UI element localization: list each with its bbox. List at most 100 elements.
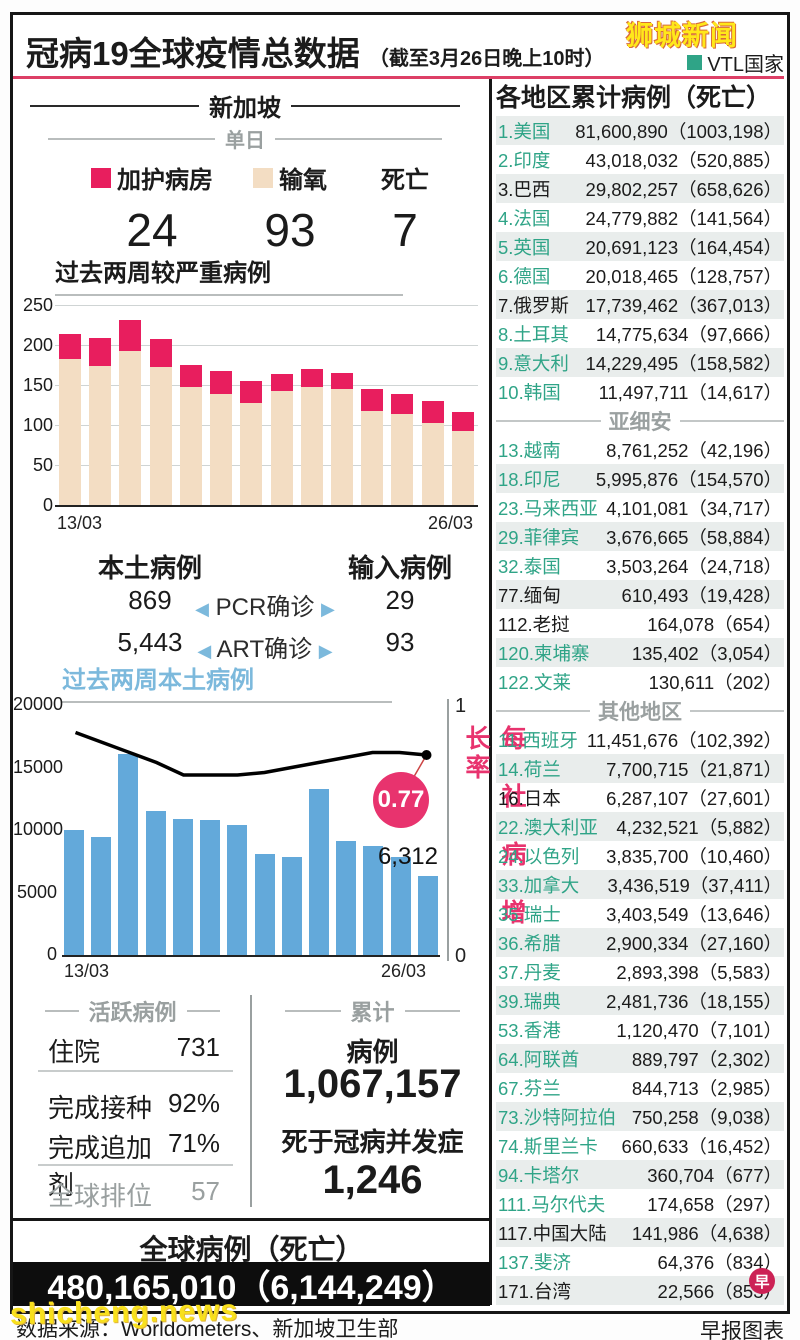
oxygen-segment [179, 387, 202, 505]
icu-segment [270, 374, 293, 391]
country-value: 164,078（654） [647, 613, 782, 635]
country-name: 23.马来西亚 [498, 497, 598, 519]
cumulative-deaths-label: 死于冠病并发症 [281, 1127, 464, 1157]
oxygen-segment [59, 359, 81, 505]
active-stat-value: 92% [167, 1088, 220, 1118]
country-name: 53.香港 [498, 1019, 561, 1041]
cumulative-header: 累计 [285, 995, 461, 1027]
country-value: 11,497,711（14,617） [598, 381, 782, 403]
oxygen-segment [89, 366, 112, 505]
icu-segment [89, 338, 112, 366]
x-axis [55, 505, 478, 507]
country-row: 1.美国 81,600,890（1003,198） [496, 116, 784, 145]
country-row: 7.俄罗斯 17,739,462（367,013） [496, 290, 784, 319]
country-name: 10.韩国 [498, 381, 561, 403]
stacked-bars [59, 305, 474, 505]
country-name: 35.瑞士 [498, 903, 561, 925]
country-row: 171.台湾 22,566（853） [496, 1276, 784, 1305]
death-label: 死亡 [381, 167, 429, 194]
severe-chart-x-first: 13/03 [57, 513, 103, 533]
active-stat-row: 全球排位 57 [48, 1176, 220, 1213]
country-row: 29.菲律宾 3,676,665（58,884） [496, 522, 784, 551]
icu-value: 24 [126, 204, 178, 256]
imported-cases-header: 输入病例 [347, 553, 452, 583]
country-name: 112.老挝 [498, 613, 570, 635]
singapore-section-title: 新加坡 [30, 88, 460, 123]
right-axis-tick-1: 1 [455, 695, 467, 717]
last-bar-label: 6,312 [377, 843, 438, 870]
country-name: 67.芬兰 [498, 1077, 561, 1099]
vtl-legend-label: VTL国家 [707, 54, 784, 76]
country-row: 137.斐济 64,376（834） [496, 1247, 784, 1276]
country-row: 3.巴西 29,802,257（658,626） [496, 174, 784, 203]
zaobao-logo-icon: 早 [749, 1268, 775, 1294]
icu-segment [330, 373, 353, 389]
country-row: 74.斯里兰卡 660,633（16,452） [496, 1131, 784, 1160]
active-stat-label: 全球排位 [48, 1181, 153, 1211]
country-value: 7,700,715（21,871） [606, 758, 782, 780]
country-value: 844,713（2,985） [631, 1077, 782, 1099]
right-arrow-icon: ▶ [321, 599, 335, 619]
stacked-bar [421, 305, 444, 505]
growth-rate-badge: 0.77 [373, 772, 429, 828]
country-name: 122.文莱 [498, 671, 572, 693]
stacked-bar [451, 305, 474, 505]
icu-segment [421, 401, 444, 423]
icu-segment [210, 371, 233, 394]
right-axis-tick-0: 0 [455, 945, 467, 967]
country-name: 5.英国 [498, 236, 551, 258]
oxygen-segment [300, 387, 323, 505]
stacked-bar [361, 305, 384, 505]
y-tick-label: 50 [32, 455, 53, 475]
global-total-title: 全球病例（死亡） [139, 1234, 364, 1265]
stacked-bar [330, 305, 353, 505]
blue-bar [336, 841, 357, 955]
imported-case-value: 93 [385, 627, 415, 657]
country-row: 22.澳大利亚 4,232,521（5,882） [496, 812, 784, 841]
country-row: 67.芬兰 844,713（2,985） [496, 1073, 784, 1102]
country-row: 73.沙特阿拉伯 750,258（9,038） [496, 1102, 784, 1131]
country-name: 137.斐济 [498, 1251, 572, 1273]
country-row: 120.柬埔寨 135,402（3,054） [496, 638, 784, 667]
regions-panel: 各地区累计病例（死亡） 1.美国 81,600,890（1003,198） 2.印度… [496, 80, 784, 1305]
country-value: 64,376（834） [657, 1251, 782, 1273]
active-box-divider [38, 1070, 233, 1072]
country-row: 2.印度 43,018,032（520,885） [496, 145, 784, 174]
stacked-bar [59, 305, 81, 505]
blue-bar [363, 846, 384, 955]
country-name: 8.土耳其 [498, 323, 569, 345]
country-value: 4,232,521（5,882） [616, 816, 782, 838]
country-row: 16.日本 6,287,107（27,601） [496, 783, 784, 812]
oxygen-segment [361, 411, 384, 505]
active-box-divider [38, 1164, 233, 1166]
country-row: 24.以色列 3,835,700（10,460） [496, 841, 784, 870]
country-value: 8,761,252（42,196） [606, 439, 782, 461]
country-value: 3,503,264（24,718） [606, 555, 782, 577]
regions-list: 1.美国 81,600,890（1003,198） 2.印度 43,018,032（5… [496, 116, 784, 1305]
icu-segment [391, 394, 414, 414]
watermark-top: 狮城新闻 [626, 21, 738, 51]
country-value: 14,775,634（97,666） [595, 323, 782, 345]
country-row: 37.丹麦 2,893,398（5,583） [496, 957, 784, 986]
oxygen-segment [210, 394, 233, 505]
country-row: 39.瑞典 2,481,736（18,155） [496, 986, 784, 1015]
local-chart-x-first: 13/03 [64, 961, 110, 981]
country-value: 750,258（9,038） [631, 1106, 782, 1128]
country-value: 81,600,890（1003,198） [575, 120, 782, 142]
country-name: 37.丹麦 [498, 961, 561, 983]
oxygen-segment [451, 431, 474, 505]
blue-bar [281, 857, 302, 955]
stacked-bar [391, 305, 414, 505]
column-divider [489, 79, 492, 1305]
local-chart-plot [62, 705, 440, 955]
country-name: 73.沙特阿拉伯 [498, 1106, 617, 1128]
local-cases-header: 本土病例 [97, 553, 202, 583]
icu-segment [451, 412, 474, 431]
country-value: 6,287,107（27,601） [606, 787, 782, 809]
blue-bar [172, 819, 193, 955]
blue-bar [390, 857, 411, 955]
local-case-value: 869 [128, 585, 172, 615]
country-row: 111.马尔代夫 174,658（297） [496, 1189, 784, 1218]
cumulative-cases-value: 1,067,157 [283, 1062, 462, 1106]
country-value: 20,691,123（164,454） [585, 236, 782, 258]
